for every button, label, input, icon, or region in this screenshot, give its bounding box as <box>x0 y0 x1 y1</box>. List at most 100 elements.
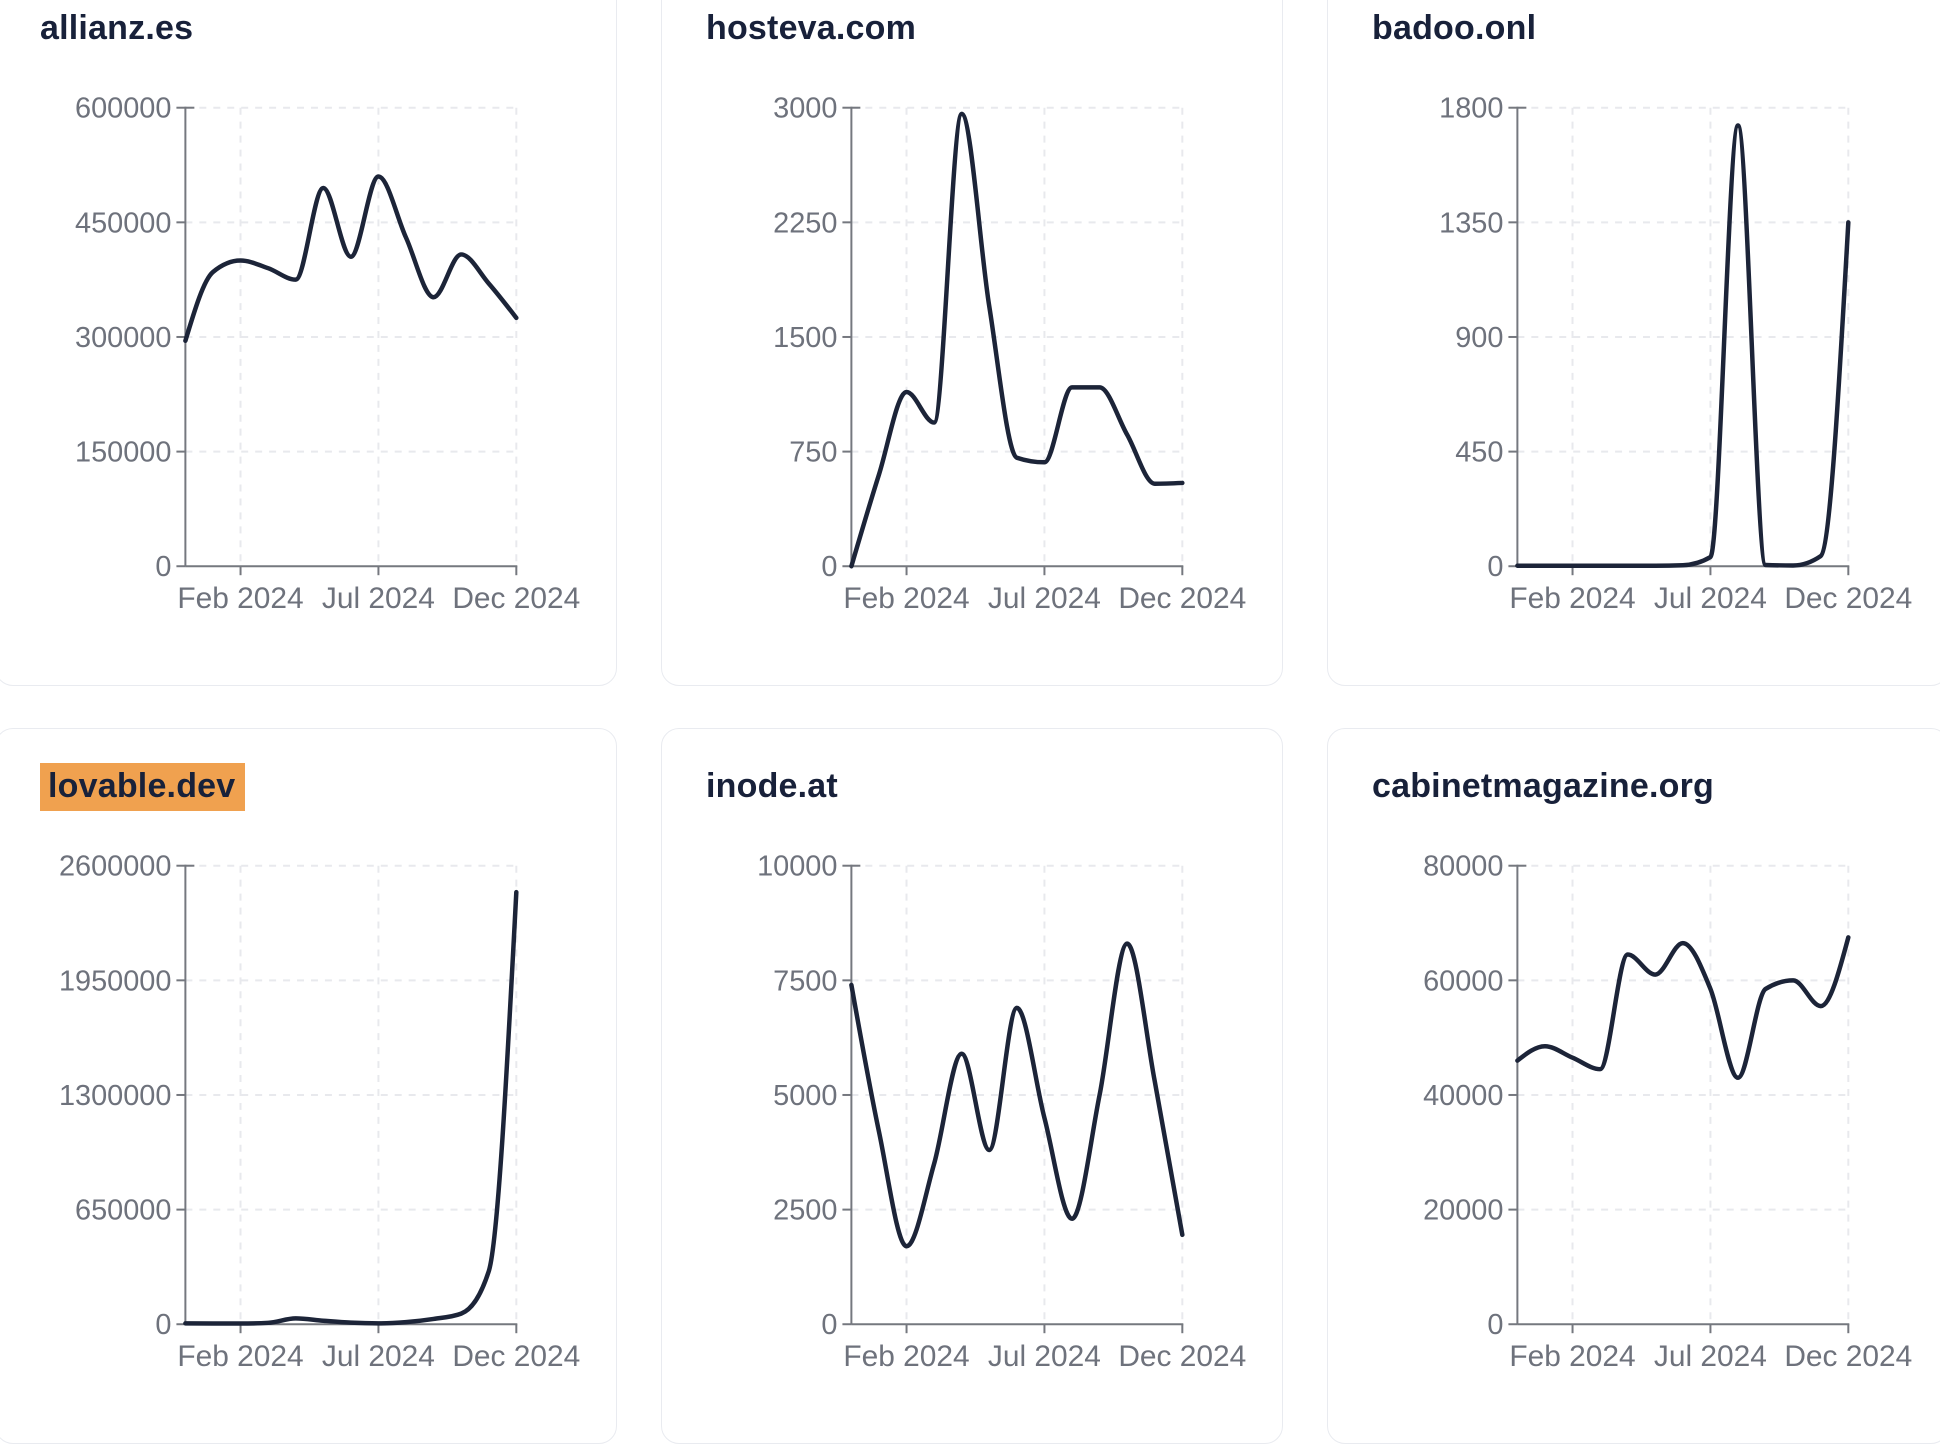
svg-text:60000: 60000 <box>1423 965 1503 997</box>
gridlines <box>851 106 1184 567</box>
line-chart: 0 650000 1300000 1950000 2600000 Feb 2024 Jul … <box>0 729 616 1443</box>
svg-text:Feb 2024: Feb 2024 <box>177 1340 303 1373</box>
x-axis-labels: Feb 2024 Jul 2024 Dec 2024 <box>843 1340 1246 1373</box>
chart-title-text: badoo.onl <box>1372 9 1537 47</box>
svg-text:Feb 2024: Feb 2024 <box>843 582 969 615</box>
line-chart: 0 150000 300000 450000 600000 Feb 2024 Jul 202… <box>0 0 616 685</box>
axes <box>1508 864 1850 1334</box>
chart-title-text: inode.at <box>706 767 838 805</box>
chart-card-lovable: lovable.dev 0 650000 1300000 1950000 2600000… <box>0 728 617 1444</box>
x-axis-labels: Feb 2024 Jul 2024 Dec 2024 <box>1509 582 1912 615</box>
svg-text:Dec 2024: Dec 2024 <box>1784 1340 1912 1373</box>
axes <box>1508 106 1850 576</box>
svg-text:Dec 2024: Dec 2024 <box>1118 1340 1246 1373</box>
svg-text:Dec 2024: Dec 2024 <box>1118 582 1246 615</box>
line-chart-svg: 0 750 1500 2250 3000 Feb 2024 Jul 2024 Dec 2024 <box>773 93 1246 615</box>
svg-text:2600000: 2600000 <box>59 851 171 883</box>
svg-text:1350: 1350 <box>1439 207 1503 239</box>
chart-title-text: hosteva.com <box>706 9 917 47</box>
svg-text:Dec 2024: Dec 2024 <box>452 1340 580 1373</box>
chart-title-text: allianz.es <box>40 9 194 47</box>
chart-title: cabinetmagazine.org <box>1372 763 1714 809</box>
svg-text:Jul 2024: Jul 2024 <box>322 1340 435 1373</box>
line-chart-svg: 0 20000 40000 60000 80000 Feb 2024 Jul 2024 Dec… <box>1423 851 1912 1373</box>
y-axis-labels: 0 2500 5000 7500 10000 <box>757 851 837 1342</box>
svg-text:Jul 2024: Jul 2024 <box>322 582 435 615</box>
svg-text:Feb 2024: Feb 2024 <box>843 1340 969 1373</box>
svg-text:0: 0 <box>821 551 837 583</box>
svg-text:300000: 300000 <box>75 322 171 354</box>
svg-text:2500: 2500 <box>773 1195 837 1227</box>
svg-text:Feb 2024: Feb 2024 <box>177 582 303 615</box>
axes <box>176 864 518 1334</box>
svg-text:Jul 2024: Jul 2024 <box>1654 1340 1767 1373</box>
svg-text:80000: 80000 <box>1423 851 1503 883</box>
chart-card-cabinetmagazine: cabinetmagazine.org 0 20000 40000 60000 8000… <box>1327 728 1940 1444</box>
line-chart: 0 450 900 1350 1800 Feb 2024 Jul 2024 Dec 2024 <box>1328 0 1940 685</box>
chart-card-allianz: allianz.es 0 150000 300000 450000 600000 Feb … <box>0 0 617 686</box>
svg-text:600000: 600000 <box>75 93 171 125</box>
chart-line-path <box>183 174 519 344</box>
svg-text:1300000: 1300000 <box>59 1080 171 1112</box>
gridlines <box>851 864 1184 1325</box>
chart-title: inode.at <box>706 763 838 809</box>
svg-text:Jul 2024: Jul 2024 <box>988 1340 1101 1373</box>
svg-text:2250: 2250 <box>773 207 837 239</box>
chart-title-text: lovable.dev <box>40 763 246 811</box>
svg-text:0: 0 <box>155 551 171 583</box>
chart-line-path <box>1515 123 1851 568</box>
svg-text:3000: 3000 <box>773 93 837 125</box>
chart-line-path <box>183 889 519 1326</box>
svg-text:0: 0 <box>1487 551 1503 583</box>
svg-text:150000: 150000 <box>75 437 171 469</box>
chart-title: hosteva.com <box>706 5 916 51</box>
svg-text:450000: 450000 <box>75 207 171 239</box>
chart-card-badoo: badoo.onl 0 450 900 1350 1800 Feb 2024 Jul 202… <box>1327 0 1940 686</box>
gridlines <box>185 106 518 567</box>
y-axis-labels: 0 650000 1300000 1950000 2600000 <box>59 851 171 1342</box>
svg-text:0: 0 <box>155 1309 171 1341</box>
x-axis-labels: Feb 2024 Jul 2024 Dec 2024 <box>843 582 1246 615</box>
svg-text:Feb 2024: Feb 2024 <box>1509 1340 1635 1373</box>
svg-text:Feb 2024: Feb 2024 <box>1509 582 1635 615</box>
line-chart-svg: 0 2500 5000 7500 10000 Feb 2024 Jul 2024 Dec 20… <box>757 851 1246 1373</box>
svg-text:650000: 650000 <box>75 1195 171 1227</box>
gridlines <box>185 864 518 1325</box>
chart-title: lovable.dev <box>40 763 246 811</box>
gridlines <box>1517 864 1850 1325</box>
line-chart: 0 750 1500 2250 3000 Feb 2024 Jul 2024 Dec 2024 <box>662 0 1282 685</box>
x-axis-labels: Feb 2024 Jul 2024 Dec 2024 <box>1509 1340 1912 1373</box>
chart-card-hosteva: hosteva.com 0 750 1500 2250 3000 Feb 2024 Jul … <box>661 0 1283 686</box>
line-chart: 0 20000 40000 60000 80000 Feb 2024 Jul 2024 Dec… <box>1328 729 1940 1443</box>
svg-text:7500: 7500 <box>773 965 837 997</box>
svg-text:1500: 1500 <box>773 322 837 354</box>
svg-text:40000: 40000 <box>1423 1080 1503 1112</box>
chart-line-path <box>849 111 1185 569</box>
svg-text:Jul 2024: Jul 2024 <box>1654 582 1767 615</box>
svg-text:Dec 2024: Dec 2024 <box>452 582 580 615</box>
svg-text:0: 0 <box>821 1309 837 1341</box>
svg-text:450: 450 <box>1455 437 1503 469</box>
y-axis-labels: 0 450 900 1350 1800 <box>1439 93 1503 584</box>
svg-text:5000: 5000 <box>773 1080 837 1112</box>
axes <box>842 106 1184 576</box>
svg-text:Dec 2024: Dec 2024 <box>1784 582 1912 615</box>
svg-text:10000: 10000 <box>757 851 837 883</box>
line-chart-svg: 0 650000 1300000 1950000 2600000 Feb 2024 Jul … <box>59 851 580 1373</box>
svg-text:1950000: 1950000 <box>59 965 171 997</box>
y-axis-labels: 0 750 1500 2250 3000 <box>773 93 837 584</box>
svg-text:900: 900 <box>1455 322 1503 354</box>
gridlines <box>1517 106 1850 567</box>
chart-card-inode: inode.at 0 2500 5000 7500 10000 Feb 2024 Jul 2… <box>661 728 1283 1444</box>
chart-title-text: cabinetmagazine.org <box>1372 767 1714 805</box>
svg-text:0: 0 <box>1487 1309 1503 1341</box>
svg-text:750: 750 <box>789 437 837 469</box>
axes <box>176 106 518 576</box>
chart-title: allianz.es <box>40 5 193 51</box>
line-chart: 0 2500 5000 7500 10000 Feb 2024 Jul 2024 Dec 20… <box>662 729 1282 1443</box>
svg-text:Jul 2024: Jul 2024 <box>988 582 1101 615</box>
x-axis-labels: Feb 2024 Jul 2024 Dec 2024 <box>177 1340 580 1373</box>
svg-text:1800: 1800 <box>1439 93 1503 125</box>
line-chart-svg: 0 150000 300000 450000 600000 Feb 2024 Jul 202… <box>75 93 580 615</box>
